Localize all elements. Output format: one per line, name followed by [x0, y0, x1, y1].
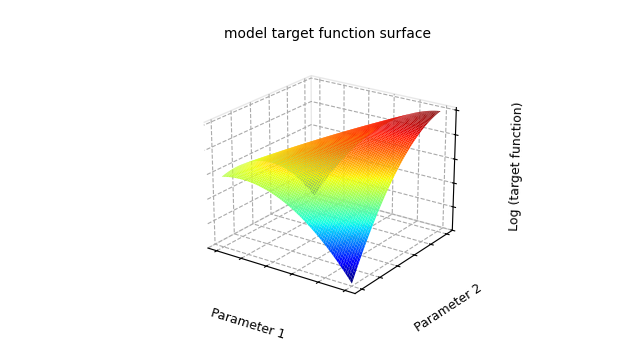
X-axis label: Parameter 1: Parameter 1 — [209, 306, 287, 341]
Y-axis label: Parameter 2: Parameter 2 — [412, 281, 484, 334]
Title: model target function surface: model target function surface — [225, 27, 431, 41]
